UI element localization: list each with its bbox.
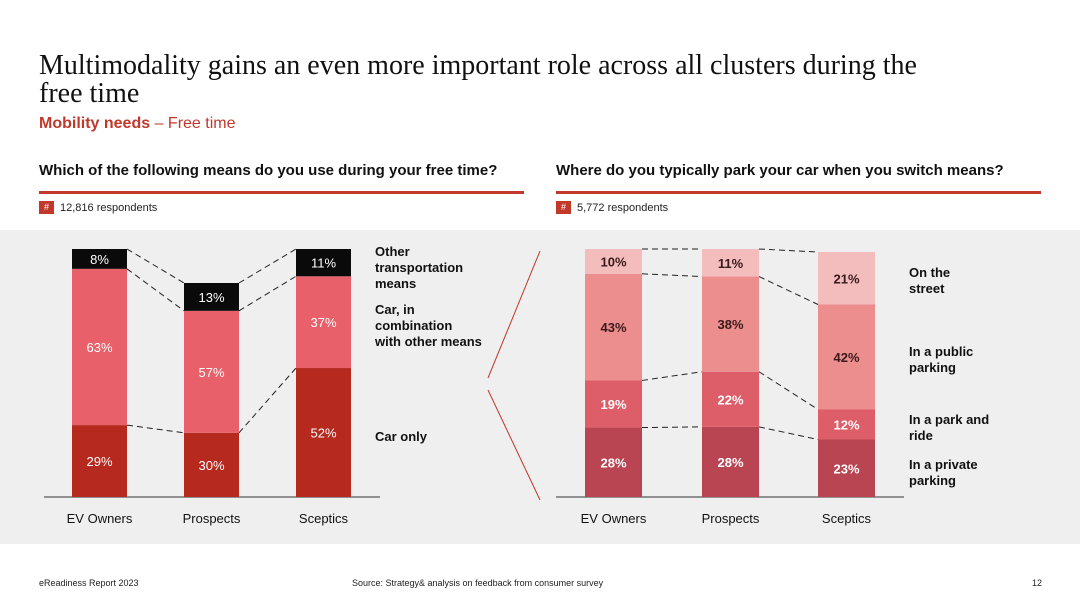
right-respondents-count: 5,772 respondents xyxy=(577,201,669,214)
chart-0-data-label: 37% xyxy=(310,315,336,330)
chart-1-bar-sceptics-0 xyxy=(818,439,875,497)
chart-0-category-label: EV Owners xyxy=(67,511,133,526)
chart-0-legend-entry: Car, in xyxy=(375,302,415,317)
chart-0-connector xyxy=(126,424,185,434)
chart-0-data-label: 52% xyxy=(310,426,336,441)
left-respondents-count: 12,816 respondents xyxy=(60,201,158,214)
chart-1-connector xyxy=(758,371,819,410)
chart-1-category-label: EV Owners xyxy=(581,511,647,526)
chart-0-legend-entry: means xyxy=(375,276,416,291)
chart-1-data-label: 12% xyxy=(833,418,859,433)
left-question: Which of the following means do you use … xyxy=(39,162,498,179)
chart-0-bar-sceptics-0 xyxy=(296,368,351,497)
chart-0-category-label: Prospects xyxy=(183,511,241,526)
chart-0-category-label: Sceptics xyxy=(299,511,349,526)
left-respondents: #12,816 respondents xyxy=(39,201,157,214)
chart-0-bar-prospects-2 xyxy=(184,283,239,311)
chart-0-data-label: 63% xyxy=(86,340,112,355)
chart-0-connector xyxy=(238,275,297,312)
chart-1-data-label: 28% xyxy=(600,455,626,470)
chart-0-data-label: 30% xyxy=(198,458,224,473)
right-question: Where do you typically park your car whe… xyxy=(556,162,1004,179)
chart-1-data-label: 38% xyxy=(717,317,743,332)
chart-1-legend-entry: parking xyxy=(909,360,956,375)
chart-0-bar-ev-owners-0 xyxy=(72,425,127,497)
chart-1-connector xyxy=(758,248,819,253)
chart-1-legend-entry: In a park and xyxy=(909,412,989,427)
chart-1-bar-prospects-2 xyxy=(702,276,759,372)
chart-1-bar-ev-owners-0 xyxy=(585,427,642,497)
chart-0-legend-entry: with other means xyxy=(374,334,482,349)
chart-1-category-label: Prospects xyxy=(702,511,760,526)
chart-1-connector xyxy=(641,426,703,429)
chart-1-data-label: 23% xyxy=(833,461,859,476)
chart-1-data-label: 10% xyxy=(600,254,626,269)
chart-1-bar-prospects-3 xyxy=(702,249,759,277)
chart-1-legend-entry: In a private xyxy=(909,457,978,472)
chart-0-data-label: 57% xyxy=(198,365,224,380)
chart-0-connector xyxy=(238,248,297,284)
chart-0-bar-ev-owners-2 xyxy=(72,249,127,269)
chart-1-data-label: 22% xyxy=(717,392,743,407)
chart-0-legend-entry: Car only xyxy=(375,429,428,444)
footer-source: Source: Strategy& analysis on feedback f… xyxy=(352,578,604,588)
chart-1-data-label: 19% xyxy=(600,397,626,412)
chart-1-data-label: 28% xyxy=(717,455,743,470)
chart-1-category-label: Sceptics xyxy=(822,511,872,526)
chart-0-bar-prospects-1 xyxy=(184,310,239,433)
chart-1-legend-entry: street xyxy=(909,281,945,296)
chart-0-data-label: 8% xyxy=(90,252,109,267)
chart-1-bar-sceptics-2 xyxy=(818,304,875,410)
page-title: Multimodality gains an even more importa… xyxy=(39,50,917,109)
funnel-line-top xyxy=(487,250,541,379)
footer-page-number: 12 xyxy=(1032,578,1043,588)
chart-0-bar-sceptics-2 xyxy=(296,249,351,277)
chart-0-bar-ev-owners-1 xyxy=(72,268,127,426)
subtitle-rest: – Free time xyxy=(150,115,236,132)
chart-1-legend-entry: parking xyxy=(909,473,956,488)
chart-1-connector xyxy=(758,276,819,305)
chart-0-connector xyxy=(126,248,185,284)
chart-1-data-label: 11% xyxy=(718,256,744,271)
chart-0-connector xyxy=(126,268,185,312)
chart-1-bar-ev-owners-2 xyxy=(585,273,642,381)
page-subtitle: Mobility needs – Free time xyxy=(39,115,235,133)
chart-1-bar-ev-owners-1 xyxy=(585,380,642,428)
chart-0-bar-prospects-0 xyxy=(184,432,239,497)
hash-icon: # xyxy=(556,201,571,214)
left-question-rule xyxy=(39,191,524,194)
chart-1-connector xyxy=(758,426,819,440)
chart-0-data-label: 13% xyxy=(198,290,224,305)
right-question-rule xyxy=(556,191,1041,194)
chart-0-data-label: 29% xyxy=(86,454,112,469)
chart-0-bar-sceptics-1 xyxy=(296,276,351,369)
funnel-line-bottom xyxy=(487,389,541,501)
chart-0-data-label: 11% xyxy=(311,256,336,271)
chart-0-legend-entry: Other xyxy=(375,244,410,259)
chart-1-legend-entry: On the xyxy=(909,265,950,280)
chart-1-bar-sceptics-1 xyxy=(818,409,875,440)
chart-1-data-label: 43% xyxy=(600,320,626,335)
chart-1-bar-ev-owners-3 xyxy=(585,249,642,274)
right-respondents: #5,772 respondents xyxy=(556,201,668,214)
chart-1-bar-prospects-1 xyxy=(702,371,759,427)
subtitle-bold: Mobility needs xyxy=(39,115,151,132)
chart-1-connector xyxy=(641,371,703,381)
chart-1-connector xyxy=(641,273,703,278)
footer-report: eReadiness Report 2023 xyxy=(39,578,139,588)
chart-1-bar-sceptics-3 xyxy=(818,252,875,305)
chart-background xyxy=(0,230,1080,544)
chart-1-legend-entry: ride xyxy=(909,428,933,443)
hash-icon: # xyxy=(39,201,54,214)
chart-1-legend-entry: In a public xyxy=(909,344,973,359)
chart-0-legend-entry: transportation xyxy=(375,260,463,275)
chart-0-legend-entry: combination xyxy=(375,318,452,333)
chart-0-connector xyxy=(238,367,297,434)
chart-1-data-label: 42% xyxy=(833,350,859,365)
chart-1-bar-prospects-0 xyxy=(702,426,759,497)
chart-1-data-label: 21% xyxy=(833,271,859,286)
